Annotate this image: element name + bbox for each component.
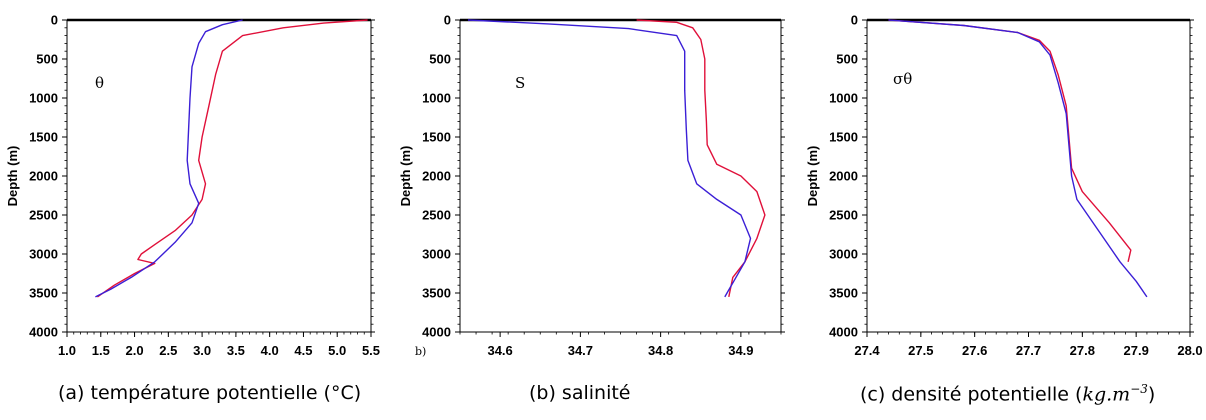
stray-panel-label: b): [415, 345, 427, 358]
y-tick-label: 500: [429, 52, 451, 67]
plot-frame: [459, 19, 782, 333]
x-tick-label: 3.0: [193, 343, 211, 358]
panel-variable-label: σθ: [893, 70, 912, 88]
y-tick-label: 3000: [829, 247, 858, 262]
x-tick-label: 4.0: [261, 343, 279, 358]
y-tick-label: 1000: [829, 91, 858, 106]
caption-c: (c) densité potentielle (kg.m−3): [860, 382, 1155, 405]
y-tick-label: 2000: [829, 169, 858, 184]
profile-line-blue: [888, 19, 1148, 298]
y-axis-label: Depth (m): [805, 146, 820, 207]
x-tick-label: 34.9: [728, 343, 753, 358]
caption-b-text: (b) salinité: [529, 382, 631, 404]
caption-c-exponent: −3: [1130, 382, 1148, 396]
plot-frame: [866, 19, 1191, 333]
profile-line-blue: [95, 19, 243, 298]
y-tick-label: 3500: [29, 286, 58, 301]
y-tick-label: 2500: [422, 208, 451, 223]
x-tick-label: 1.5: [92, 343, 110, 358]
y-tick-label: 3500: [829, 286, 858, 301]
profile-line-red: [636, 19, 766, 298]
x-tick-label: 27.7: [1016, 343, 1041, 358]
y-tick-label: 1000: [29, 91, 58, 106]
y-tick-label: 3000: [422, 247, 451, 262]
y-tick-label: 3000: [29, 247, 58, 262]
y-tick-label: 2000: [422, 169, 451, 184]
caption-c-unit: kg.m: [1082, 383, 1131, 406]
caption-b: (b) salinité: [529, 382, 631, 404]
x-tick-label: 27.4: [854, 343, 880, 358]
caption-a-text: (a) température potentielle (°C): [58, 382, 362, 404]
x-tick-label: 27.5: [908, 343, 933, 358]
y-tick-label: 0: [444, 13, 451, 28]
y-tick-label: 500: [36, 52, 58, 67]
chart-panel-2: 0 500 1000 1500 2000 2500 3000 3500 4000 27.4 27.5…: [805, 13, 1203, 359]
caption-c-prefix: (c) densité potentielle (: [860, 383, 1083, 406]
y-tick-label: 0: [51, 13, 58, 28]
profile-line-blue: [467, 19, 752, 298]
y-axis-label: Depth (m): [398, 146, 413, 207]
x-tick-label: 34.8: [648, 343, 673, 358]
x-tick-label: 2.0: [126, 343, 144, 358]
x-tick-label: 27.8: [1070, 343, 1095, 358]
y-axis-label: Depth (m): [5, 146, 20, 207]
plot-frame: [66, 19, 372, 333]
x-tick-label: 34.7: [568, 343, 593, 358]
y-tick-label: 2500: [829, 208, 858, 223]
x-tick-label: 2.5: [159, 343, 177, 358]
caption-a: (a) température potentielle (°C): [58, 382, 361, 404]
x-tick-label: 5.5: [362, 343, 380, 358]
x-tick-label: 3.5: [227, 343, 245, 358]
x-tick-label: 5.0: [328, 343, 346, 358]
profile-line-red: [97, 19, 368, 298]
x-tick-label: 28.0: [1177, 343, 1202, 358]
y-tick-label: 3500: [422, 286, 451, 301]
y-tick-label: 1500: [829, 130, 858, 145]
chart-panel-1: 0 500 1000 1500 2000 2500 3000 3500 4000 34.6 34.7…: [398, 13, 785, 358]
y-tick-label: 1500: [422, 130, 451, 145]
y-tick-label: 4000: [829, 325, 858, 340]
panel-variable-label: S: [515, 74, 525, 92]
y-tick-label: 4000: [29, 325, 58, 340]
y-tick-label: 0: [851, 13, 858, 28]
x-tick-label: 27.9: [1124, 343, 1149, 358]
y-tick-label: 1000: [422, 91, 451, 106]
x-tick-label: 27.6: [962, 343, 987, 358]
x-tick-label: 1.0: [58, 343, 76, 358]
y-tick-label: 500: [836, 52, 858, 67]
y-tick-label: 4000: [422, 325, 451, 340]
y-tick-label: 1500: [29, 130, 58, 145]
y-tick-label: 2500: [29, 208, 58, 223]
y-tick-label: 2000: [29, 169, 58, 184]
caption-c-suffix: ): [1147, 383, 1156, 406]
x-tick-label: 4.5: [294, 343, 312, 358]
panel-variable-label: θ: [95, 74, 104, 92]
x-tick-label: 34.6: [487, 343, 512, 358]
